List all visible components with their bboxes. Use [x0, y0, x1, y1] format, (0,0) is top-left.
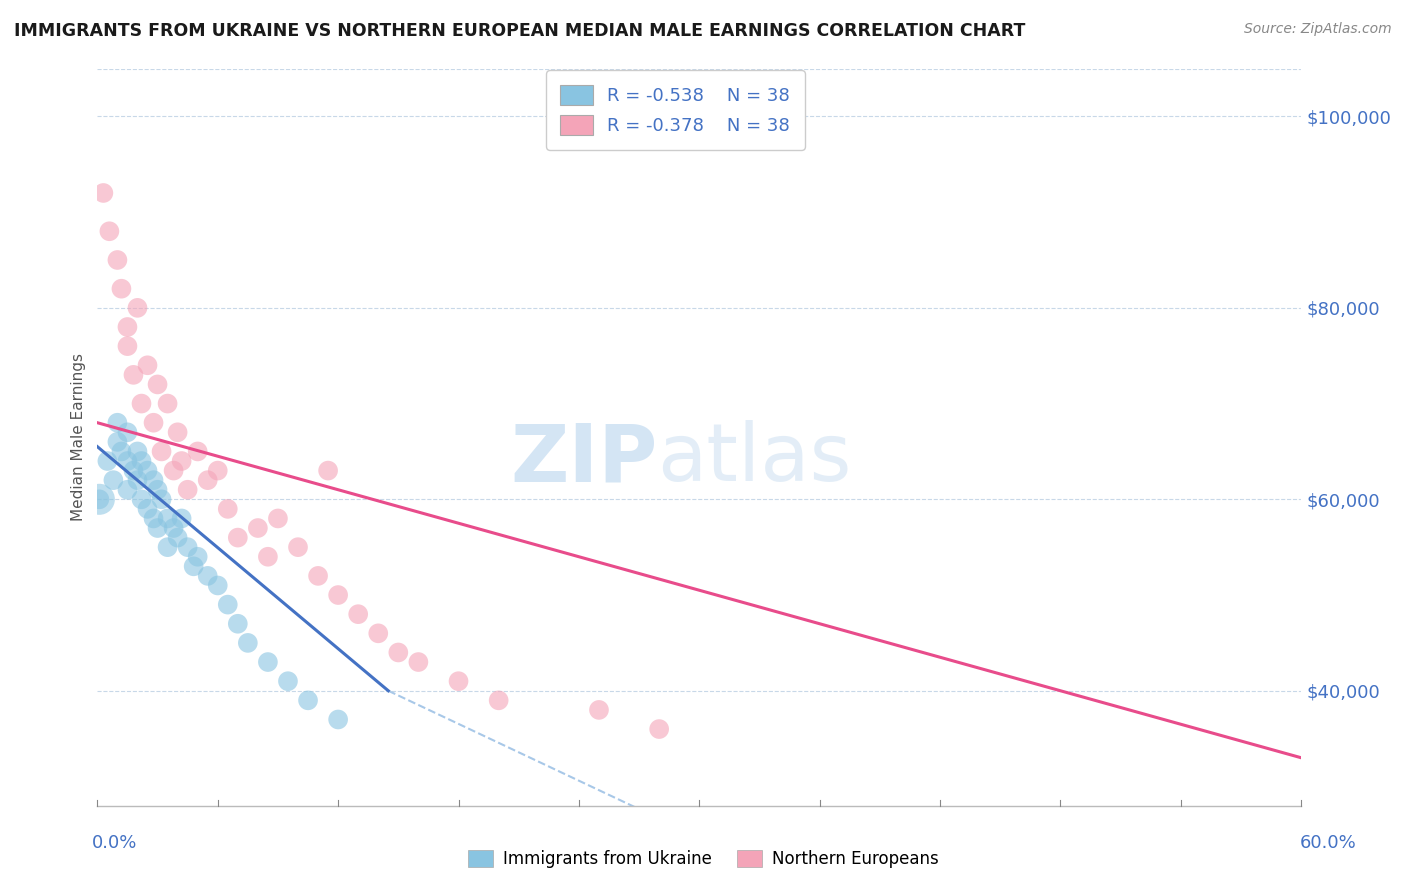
Point — [176, 483, 198, 497]
Point — [142, 416, 165, 430]
Point — [187, 444, 209, 458]
Text: IMMIGRANTS FROM UKRAINE VS NORTHERN EUROPEAN MEDIAN MALE EARNINGS CORRELATION CH: IMMIGRANTS FROM UKRAINE VS NORTHERN EURO… — [14, 22, 1025, 40]
Point — [117, 454, 139, 468]
Point — [131, 492, 153, 507]
Point — [136, 501, 159, 516]
Point — [127, 473, 149, 487]
Point — [96, 454, 118, 468]
Point — [207, 578, 229, 592]
Point — [246, 521, 269, 535]
Point — [267, 511, 290, 525]
Text: 0.0%: 0.0% — [91, 834, 136, 852]
Legend: Immigrants from Ukraine, Northern Europeans: Immigrants from Ukraine, Northern Europe… — [461, 843, 945, 875]
Point — [117, 425, 139, 440]
Point — [277, 674, 299, 689]
Point — [107, 434, 129, 449]
Point — [307, 569, 329, 583]
Point — [183, 559, 205, 574]
Point — [110, 282, 132, 296]
Point — [170, 511, 193, 525]
Text: ZIP: ZIP — [510, 420, 657, 499]
Point — [107, 252, 129, 267]
Point — [347, 607, 370, 622]
Point — [142, 511, 165, 525]
Point — [387, 645, 409, 659]
Point — [162, 464, 184, 478]
Point — [98, 224, 121, 238]
Point — [146, 521, 169, 535]
Point — [326, 713, 349, 727]
Point — [170, 454, 193, 468]
Point — [207, 464, 229, 478]
Point — [297, 693, 319, 707]
Point — [89, 492, 111, 507]
Point — [122, 464, 145, 478]
Point — [107, 416, 129, 430]
Point — [236, 636, 259, 650]
Point — [127, 301, 149, 315]
Point — [142, 473, 165, 487]
Legend: R = -0.538    N = 38, R = -0.378    N = 38: R = -0.538 N = 38, R = -0.378 N = 38 — [546, 70, 804, 150]
Text: atlas: atlas — [657, 420, 852, 499]
Point — [367, 626, 389, 640]
Point — [156, 511, 179, 525]
Point — [287, 540, 309, 554]
Point — [122, 368, 145, 382]
Point — [150, 444, 173, 458]
Point — [187, 549, 209, 564]
Point — [197, 569, 219, 583]
Point — [131, 454, 153, 468]
Text: 60.0%: 60.0% — [1301, 834, 1357, 852]
Point — [162, 521, 184, 535]
Point — [117, 320, 139, 334]
Point — [197, 473, 219, 487]
Point — [156, 396, 179, 410]
Point — [176, 540, 198, 554]
Point — [131, 396, 153, 410]
Point — [226, 616, 249, 631]
Point — [156, 540, 179, 554]
Point — [588, 703, 610, 717]
Point — [226, 531, 249, 545]
Point — [117, 339, 139, 353]
Point — [408, 655, 430, 669]
Point — [326, 588, 349, 602]
Point — [257, 549, 280, 564]
Point — [257, 655, 280, 669]
Point — [103, 473, 125, 487]
Point — [136, 359, 159, 373]
Point — [89, 492, 111, 507]
Point — [488, 693, 510, 707]
Text: Source: ZipAtlas.com: Source: ZipAtlas.com — [1244, 22, 1392, 37]
Point — [110, 444, 132, 458]
Point — [316, 464, 339, 478]
Point — [146, 377, 169, 392]
Point — [648, 722, 671, 736]
Point — [117, 483, 139, 497]
Point — [150, 492, 173, 507]
Point — [166, 531, 188, 545]
Point — [136, 464, 159, 478]
Point — [217, 501, 239, 516]
Point — [166, 425, 188, 440]
Point — [146, 483, 169, 497]
Point — [447, 674, 470, 689]
Y-axis label: Median Male Earnings: Median Male Earnings — [72, 353, 86, 521]
Point — [93, 186, 115, 200]
Point — [217, 598, 239, 612]
Point — [127, 444, 149, 458]
